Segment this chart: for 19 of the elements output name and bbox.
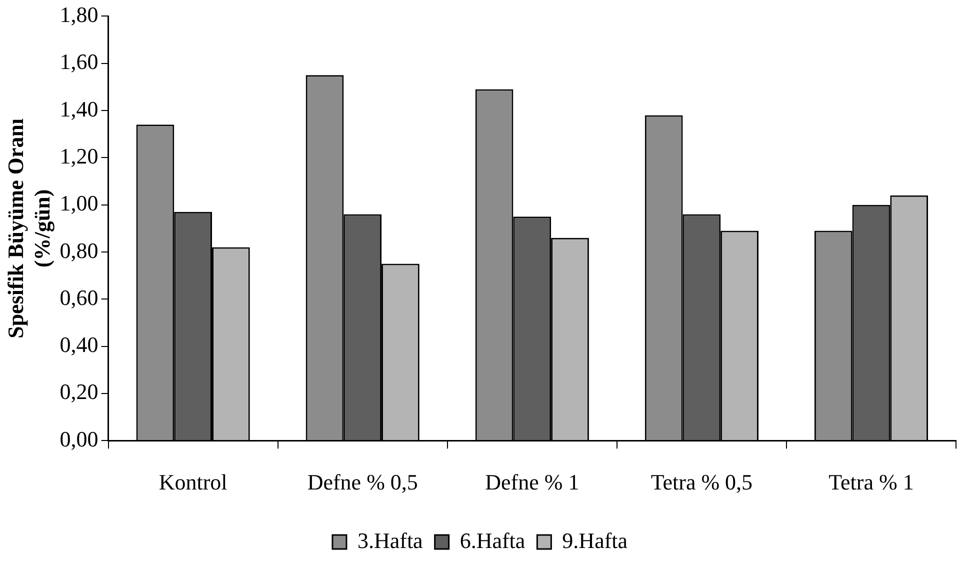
x-tick-label: Defne % 0,5 <box>307 470 418 495</box>
y-tick-label: 0,80 <box>60 238 98 263</box>
x-tick-label: Defne % 1 <box>485 470 580 495</box>
y-tick-label: 1,60 <box>60 49 98 74</box>
x-tick-label: Kontrol <box>158 470 228 495</box>
y-tick-label: 0,20 <box>60 379 98 404</box>
x-tick-label: Tetra % 1 <box>828 470 914 495</box>
x-tick-label: Tetra % 0,5 <box>650 470 753 495</box>
y-tick-label: 0,00 <box>60 426 98 452</box>
legend-label: 3.Hafta <box>357 528 424 553</box>
y-tick-label: 0,60 <box>60 284 98 310</box>
y-tick-label: 1,20 <box>60 143 98 168</box>
y-axis-title: Spesifik Büyüme Oranı (%/gün) <box>2 118 54 338</box>
legend-label: 6.Hafta <box>460 528 526 553</box>
y-tick-label: 1,80 <box>60 2 98 27</box>
y-tick-label: 1,40 <box>60 96 98 122</box>
legend-label: 9.Hafta <box>562 528 628 553</box>
y-tick-label: 0,40 <box>60 332 98 358</box>
y-tick-label: 1,00 <box>60 190 98 216</box>
